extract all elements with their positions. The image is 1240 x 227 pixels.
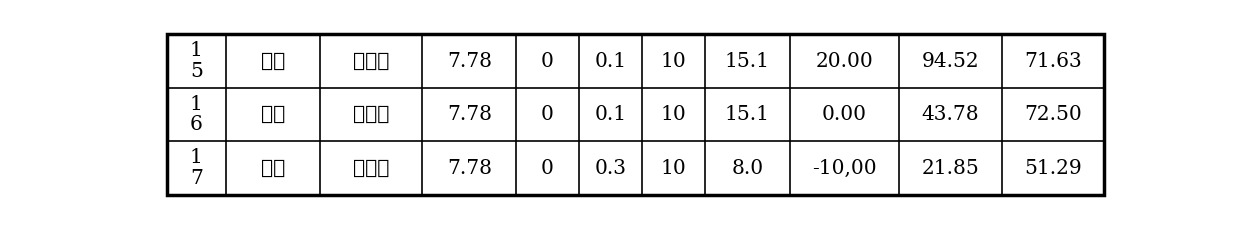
Bar <box>320 88 423 141</box>
Bar <box>226 34 320 88</box>
Text: 8.0: 8.0 <box>732 159 764 178</box>
Text: -10,00: -10,00 <box>812 159 877 178</box>
Bar <box>899 34 1002 88</box>
Bar <box>579 88 642 141</box>
Text: 0.1: 0.1 <box>594 52 626 71</box>
Bar <box>423 34 516 88</box>
Text: 1
5: 1 5 <box>190 41 202 81</box>
Bar <box>423 141 516 195</box>
Text: 1
6: 1 6 <box>190 95 202 134</box>
Text: 71.63: 71.63 <box>1024 52 1083 71</box>
Text: 15.1: 15.1 <box>725 52 770 71</box>
Bar <box>899 88 1002 141</box>
Bar <box>704 34 790 88</box>
Bar <box>423 88 516 141</box>
Text: 51.29: 51.29 <box>1024 159 1083 178</box>
Bar <box>226 141 320 195</box>
Text: 7.78: 7.78 <box>446 52 492 71</box>
Bar <box>166 34 226 88</box>
Bar <box>320 34 423 88</box>
Bar <box>516 34 579 88</box>
Text: 10: 10 <box>661 52 686 71</box>
Bar <box>899 141 1002 195</box>
Text: 0.1: 0.1 <box>594 105 626 124</box>
Bar <box>642 141 704 195</box>
Text: 10: 10 <box>661 159 686 178</box>
Bar <box>790 34 899 88</box>
Bar <box>579 141 642 195</box>
Bar <box>642 34 704 88</box>
Bar <box>579 34 642 88</box>
Text: 氯化钒: 氯化钒 <box>353 105 389 124</box>
Bar <box>704 88 790 141</box>
Text: 0.3: 0.3 <box>594 159 626 178</box>
Bar <box>790 88 899 141</box>
Text: 15.1: 15.1 <box>725 105 770 124</box>
Text: 氯化钒: 氯化钒 <box>353 52 389 71</box>
Bar <box>790 141 899 195</box>
Bar <box>1002 141 1105 195</box>
Bar <box>642 88 704 141</box>
Text: 0: 0 <box>541 105 554 124</box>
Text: 丙酉: 丙酉 <box>260 52 285 71</box>
Bar <box>1002 34 1105 88</box>
Text: 21.85: 21.85 <box>921 159 980 178</box>
Text: 氯化钒: 氯化钒 <box>353 159 389 178</box>
Bar <box>166 88 226 141</box>
Text: 1
7: 1 7 <box>190 148 202 188</box>
Bar <box>1002 88 1105 141</box>
Text: 72.50: 72.50 <box>1024 105 1083 124</box>
Bar <box>516 88 579 141</box>
Text: 43.78: 43.78 <box>921 105 980 124</box>
Bar <box>704 141 790 195</box>
Text: 10: 10 <box>661 105 686 124</box>
Bar <box>516 141 579 195</box>
Text: 0: 0 <box>541 52 554 71</box>
Text: 7.78: 7.78 <box>446 159 492 178</box>
Text: 7.78: 7.78 <box>446 105 492 124</box>
Bar <box>166 141 226 195</box>
Text: 丙酉: 丙酉 <box>260 105 285 124</box>
Text: 0.00: 0.00 <box>822 105 867 124</box>
Text: 94.52: 94.52 <box>921 52 980 71</box>
Bar <box>320 141 423 195</box>
Text: 20.00: 20.00 <box>816 52 873 71</box>
Bar <box>226 88 320 141</box>
Text: 0: 0 <box>541 159 554 178</box>
Text: 丙酉: 丙酉 <box>260 159 285 178</box>
